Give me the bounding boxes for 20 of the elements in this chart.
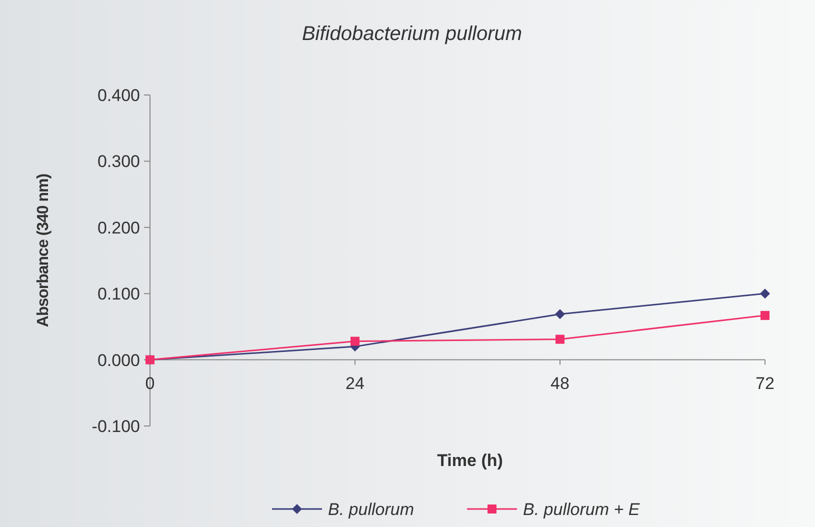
chart-title: Bifidobacterium pullorum <box>302 23 522 45</box>
y-tick-label: 0.300 <box>97 152 140 172</box>
legend-label: B. pullorum <box>328 500 414 519</box>
x-tick-label: 72 <box>756 374 774 393</box>
x-tick-label: 48 <box>550 374 570 393</box>
y-tick-label: -0.100 <box>92 416 140 436</box>
legend-label: B. pullorum + E <box>523 500 640 519</box>
point <box>556 334 564 344</box>
x-tick-label: 0 <box>145 374 155 393</box>
point <box>350 336 360 346</box>
y-tick-label: 0.400 <box>97 86 140 105</box>
point <box>760 288 770 299</box>
y-tick-label: 0.000 <box>97 350 140 370</box>
y-tick-label: 0.200 <box>97 218 140 238</box>
point <box>760 310 770 320</box>
y-tick-label: 0.100 <box>97 284 140 304</box>
point <box>555 309 565 320</box>
x-axis-title: Time (h) <box>437 451 503 470</box>
x-tick-label: 24 <box>346 374 364 393</box>
y-axis-title: Absorbance (340 nm) <box>35 174 52 328</box>
